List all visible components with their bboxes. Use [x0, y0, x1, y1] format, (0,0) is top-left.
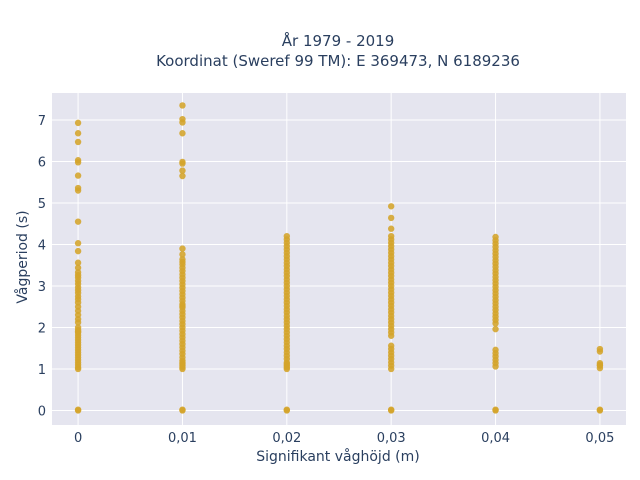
data-point — [283, 360, 291, 368]
x-tick-label: 0 — [74, 431, 82, 446]
data-points — [74, 102, 604, 414]
data-point — [179, 245, 186, 252]
data-point — [492, 320, 499, 327]
data-point — [387, 203, 395, 210]
y-tick-label: 7 — [38, 114, 46, 129]
y-axis-title: Vågperiod (s) — [14, 210, 31, 303]
x-tick-label: 0,02 — [272, 431, 301, 446]
y-tick-label: 1 — [38, 363, 46, 378]
y-tick-label: 2 — [38, 321, 46, 336]
y-tick-label: 5 — [38, 197, 46, 212]
data-point — [74, 130, 82, 137]
data-point — [179, 119, 186, 126]
data-point — [179, 130, 186, 137]
data-point — [179, 160, 186, 167]
x-tick-label: 0,04 — [481, 431, 510, 446]
data-point — [179, 102, 186, 109]
y-tick-label: 6 — [38, 155, 46, 170]
data-point — [74, 264, 82, 271]
data-point — [74, 172, 82, 179]
data-point — [74, 187, 82, 194]
data-point — [179, 258, 186, 266]
data-point — [74, 240, 82, 247]
axis-ticks: 0 0,01 0,02 0,03 0,04 0,05 0 1 2 3 4 5 6 7 — [38, 114, 615, 446]
data-point — [387, 406, 395, 413]
data-point — [596, 348, 604, 355]
x-axis-title: Signifikant våghöjd (m) — [256, 448, 419, 465]
data-point — [387, 214, 395, 222]
data-point — [387, 332, 395, 339]
data-point — [179, 172, 186, 180]
data-point — [596, 406, 604, 413]
data-point — [387, 365, 395, 373]
data-point — [179, 251, 186, 258]
data-point — [492, 363, 499, 370]
y-tick-label: 4 — [38, 238, 46, 253]
data-point — [74, 259, 82, 266]
data-point — [74, 218, 82, 225]
data-point — [492, 406, 499, 413]
chart-subtitle: Koordinat (Sweref 99 TM): E 369473, N 61… — [156, 52, 520, 70]
data-point — [74, 365, 82, 373]
data-point — [74, 159, 82, 166]
data-point — [179, 359, 186, 366]
x-tick-label: 0,05 — [585, 431, 614, 446]
chart-title: År 1979 - 2019 — [282, 31, 395, 50]
y-tick-label: 3 — [38, 280, 46, 295]
data-point — [74, 406, 82, 413]
data-point — [387, 225, 395, 232]
x-tick-label: 0,01 — [168, 431, 197, 446]
data-point — [179, 302, 186, 310]
data-point — [179, 406, 186, 413]
data-point — [74, 247, 82, 255]
data-point — [74, 138, 82, 146]
data-point — [596, 361, 604, 369]
plot-area — [52, 93, 626, 425]
y-tick-label: 0 — [38, 404, 46, 419]
data-point — [74, 119, 82, 127]
data-point — [179, 167, 186, 174]
data-point — [492, 325, 499, 333]
data-point — [74, 328, 82, 335]
data-point — [283, 406, 291, 413]
data-point — [74, 319, 82, 326]
x-tick-label: 0,03 — [377, 431, 406, 446]
